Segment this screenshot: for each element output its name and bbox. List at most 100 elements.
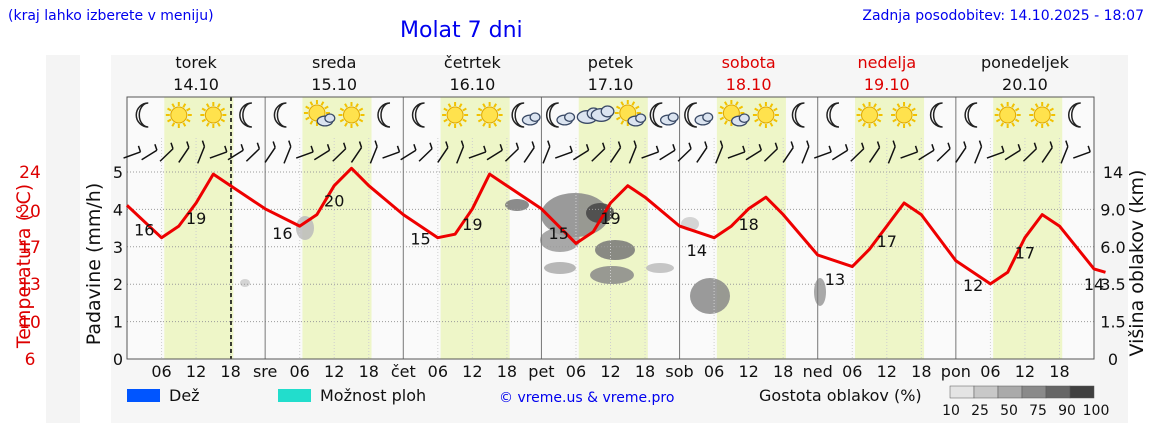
temp-tick: 10	[19, 313, 41, 333]
day-abbrev-tick: ned	[803, 362, 833, 381]
right-axis-band	[1100, 55, 1128, 423]
hour-tick: 06	[566, 362, 586, 381]
hour-tick: 18	[359, 362, 379, 381]
sun-icon	[1029, 102, 1056, 128]
cloud-icon	[659, 112, 679, 126]
hour-tick: 18	[497, 362, 517, 381]
wind-barb-icon	[763, 142, 779, 162]
cloud-density-patch	[296, 216, 314, 240]
wind-barb-icon	[197, 140, 206, 164]
moon-icon	[684, 102, 697, 128]
cloud-density-patch	[540, 228, 580, 252]
temp-tick: 20	[19, 202, 41, 222]
hour-tick: 18	[220, 362, 240, 381]
moon-icon	[964, 102, 978, 128]
rain-swatch	[127, 389, 160, 402]
hour-tick: 12	[324, 362, 344, 381]
cloud-icon	[731, 113, 750, 127]
cloud-density-patch	[505, 199, 529, 211]
sun-icon	[338, 102, 365, 128]
page-title: Molat 7 dni	[400, 18, 523, 43]
sun-icon	[891, 102, 918, 128]
cloud-height-tick: 0	[1108, 350, 1118, 369]
precip-tick: 1	[113, 313, 123, 332]
temperature-label: 19	[186, 209, 206, 228]
density-swatch	[997, 385, 1023, 399]
wind-barb-icon	[609, 141, 622, 163]
wind-barb-icon	[456, 140, 465, 164]
temperature-label: 17	[1015, 244, 1035, 263]
wind-barb-icon	[1022, 142, 1038, 162]
wind-barb-icon	[745, 143, 762, 161]
temperature-label: 18	[738, 215, 758, 234]
wind-barb-icon	[382, 145, 401, 159]
temp-axis-label: Temperatura (°C)	[13, 184, 35, 349]
hour-tick: 06	[151, 362, 171, 381]
wind-barb-icon	[986, 145, 1005, 159]
day-name: sreda	[312, 53, 356, 72]
wind-barb-icon	[141, 143, 158, 161]
credit-link: © vreme.us & vreme.pro	[499, 390, 674, 406]
sun-icon	[442, 102, 469, 128]
hour-tick: 12	[462, 362, 482, 381]
sun-icon	[752, 102, 779, 128]
temperature-label: 12	[963, 276, 983, 295]
cloud-density-label: Gostota oblakov (%)	[759, 386, 922, 405]
daylight-band	[993, 97, 1063, 359]
wind-barb-icon	[159, 142, 174, 162]
density-swatch	[1045, 385, 1071, 399]
density-tick: 50	[1000, 403, 1018, 419]
moon-icon	[1067, 102, 1081, 128]
cloud-density-patch	[240, 279, 250, 287]
cloud-icon	[627, 113, 647, 127]
wind-barb-icon	[1073, 145, 1091, 159]
day-date: 19.10	[864, 75, 910, 94]
wind-barb-icon	[936, 142, 951, 162]
density-tick: 90	[1058, 403, 1076, 419]
wind-barb-icon	[332, 142, 347, 162]
temperature-line	[125, 166, 1106, 286]
hour-tick: 12	[877, 362, 897, 381]
density-tick: 10	[942, 403, 960, 419]
moon-icon	[239, 102, 252, 128]
left-axis-band	[46, 55, 80, 423]
density-swatch	[1069, 385, 1095, 399]
wind-barb-icon	[468, 145, 487, 159]
cloud-icon	[694, 112, 714, 126]
day-date: 20.10	[1002, 75, 1048, 94]
temperature-label: 19	[600, 209, 620, 228]
sun-icon	[476, 102, 503, 128]
cloud-icon	[556, 112, 576, 126]
wind-barb-icon	[1041, 141, 1053, 163]
precip-tick: 4	[113, 200, 123, 219]
hour-tick: 18	[1049, 362, 1069, 381]
hour-tick: 18	[773, 362, 793, 381]
day-abbrev-tick: sre	[253, 362, 277, 381]
day-date: 17.10	[588, 75, 634, 94]
wind-barb-icon	[641, 145, 660, 159]
wind-barb-icon	[955, 141, 967, 163]
hour-tick: 12	[186, 362, 206, 381]
wind-barb-icon	[887, 140, 896, 164]
wind-barb-icon	[1004, 143, 1022, 161]
region-hint[interactable]: (kraj lahko izberete v meniju)	[8, 8, 214, 24]
daylight-band	[855, 97, 925, 359]
temperature-label: 14	[687, 241, 707, 260]
wind-barb-icon	[245, 142, 261, 162]
temperature-label: 15	[410, 230, 430, 249]
hour-tick: 06	[704, 362, 724, 381]
wind-barb-icon	[801, 140, 810, 164]
temperature-label: 19	[462, 215, 482, 234]
temperature-label: 16	[272, 224, 292, 243]
wind-barb-icon	[1060, 140, 1069, 164]
hour-tick: 12	[1015, 362, 1035, 381]
temperature-label: 14	[1084, 275, 1104, 294]
wind-barb-icon	[659, 143, 676, 161]
day-abbrev-tick: pet	[528, 362, 554, 381]
temperature-label: 16	[134, 220, 154, 239]
hour-tick: 06	[980, 362, 1000, 381]
wind-barb-icon	[782, 141, 794, 163]
precip-tick: 2	[113, 275, 123, 294]
cloud-density-patch	[544, 262, 576, 274]
